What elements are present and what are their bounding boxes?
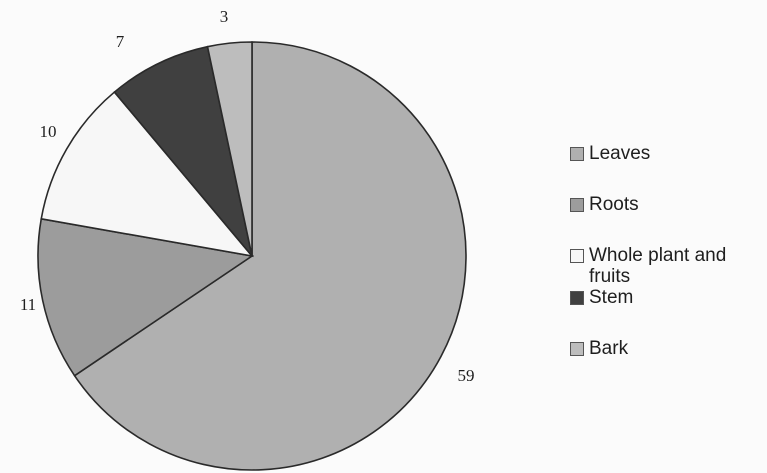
legend-swatch-stem [570, 291, 584, 305]
pie-slices [37, 41, 467, 471]
pie-slice-roots [37, 217, 255, 377]
legend-item-leaves: Leaves [570, 143, 760, 164]
legend-label-leaves: Leaves [589, 143, 651, 164]
value-label-bark: 3 [220, 7, 229, 26]
legend-item-roots: Roots [570, 194, 760, 215]
legend-label-bark: Bark [589, 338, 629, 359]
pie-slice-whole-plant-and-fruits [40, 90, 255, 258]
legend: Leaves Roots Whole plant and fruits Stem… [570, 143, 760, 359]
pie-slice-stem [113, 45, 253, 257]
value-label-roots: 11 [20, 295, 36, 314]
legend-item-whole-plant-and-fruits: Whole plant and fruits [570, 245, 760, 287]
legend-swatch-roots [570, 198, 584, 212]
legend-item-stem: Stem [570, 287, 760, 308]
value-label-leaves: 59 [458, 366, 475, 385]
legend-label-whole-plant-and-fruits: Whole plant and fruits [589, 245, 727, 287]
pie-value-labels: 59 11 10 7 3 [20, 7, 475, 385]
pie-slice-leaves [73, 41, 467, 471]
legend-swatch-whole-plant-and-fruits [570, 249, 584, 263]
value-label-whole-plant-and-fruits: 10 [40, 122, 57, 141]
legend-swatch-leaves [570, 147, 584, 161]
value-label-stem: 7 [116, 32, 125, 51]
legend-swatch-bark [570, 342, 584, 356]
pie-slice-bark [206, 41, 253, 257]
legend-item-bark: Bark [570, 338, 760, 359]
legend-label-stem: Stem [589, 287, 634, 308]
legend-label-roots: Roots [589, 194, 639, 215]
